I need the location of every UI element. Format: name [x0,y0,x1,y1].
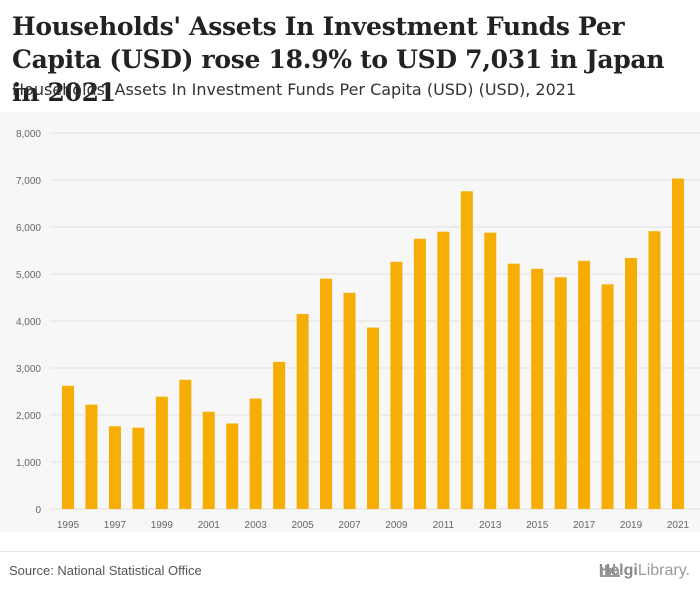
x-tick-label: 2003 [245,520,268,531]
y-tick-label: 7,000 [16,176,41,187]
x-tick-label: 2017 [573,520,596,531]
bar-2011 [437,231,450,509]
bar-2015 [531,268,544,509]
bar-2016 [554,277,567,509]
bar-1995 [62,385,74,509]
y-tick-label: 8,000 [16,129,41,140]
chart-title: Households' Assets In Investment Funds P… [12,12,665,107]
library-icon [599,564,620,577]
bar-2003 [249,398,262,509]
bar-1999 [155,396,168,509]
y-tick-label: 6,000 [16,223,41,234]
x-tick-label: 2007 [338,520,361,531]
bar-2010 [413,238,426,509]
bar-2005 [296,313,309,509]
bar-2012 [460,191,473,509]
source-note: Source: National Statistical Office [9,563,202,578]
x-tick-label: 2001 [198,520,221,531]
x-tick-label: 1995 [57,520,80,531]
bar-2000 [179,379,192,509]
y-axis-ticks: 0 1,000 2,000 3,000 4,000 5,000 6,000 7,000 8,00… [16,129,41,516]
y-tick-label: 0 [35,505,41,516]
bar-2001 [202,411,215,509]
brand-logo[interactable]: HelgiLibrary. [599,562,690,580]
footer-divider [0,551,700,552]
x-tick-label: 2015 [526,520,549,531]
y-tick-label: 5,000 [16,270,41,281]
x-tick-label: 2013 [479,520,502,531]
bar-1996 [85,404,98,509]
bar-2017 [578,260,591,509]
bar-2021 [671,178,684,510]
bar-2008 [366,327,379,509]
x-tick-label: 2021 [667,520,690,531]
x-tick-label: 1997 [104,520,127,531]
bar-2013 [484,232,497,509]
x-tick-label: 1999 [151,520,174,531]
bar-2006 [320,278,333,509]
bars [62,178,684,510]
y-tick-label: 3,000 [16,364,41,375]
x-tick-label: 2009 [385,520,408,531]
y-tick-label: 1,000 [16,458,41,469]
bar-2019 [625,258,638,509]
chart-subtitle: Households' Assets In Investment Funds P… [12,80,577,99]
bar-2020 [648,231,661,510]
bar-2004 [273,361,286,509]
bar-2002 [226,423,239,509]
x-tick-label: 2011 [433,520,455,531]
bar-chart: 0 1,000 2,000 3,000 4,000 5,000 6,000 7,000 8,00… [16,129,700,531]
bar-2007 [343,292,356,509]
y-tick-label: 2,000 [16,411,41,422]
x-tick-label: 2019 [620,520,643,531]
bar-1998 [132,427,145,509]
x-axis-ticks: 1995 1997 1999 2001 2003 2005 2007 2009 2011 2013… [57,520,690,531]
bar-1997 [108,426,121,509]
bar-2014 [507,263,520,509]
x-tick-label: 2005 [291,520,314,531]
y-tick-label: 4,000 [16,317,41,328]
bar-2009 [390,261,403,509]
bar-2018 [601,284,614,509]
